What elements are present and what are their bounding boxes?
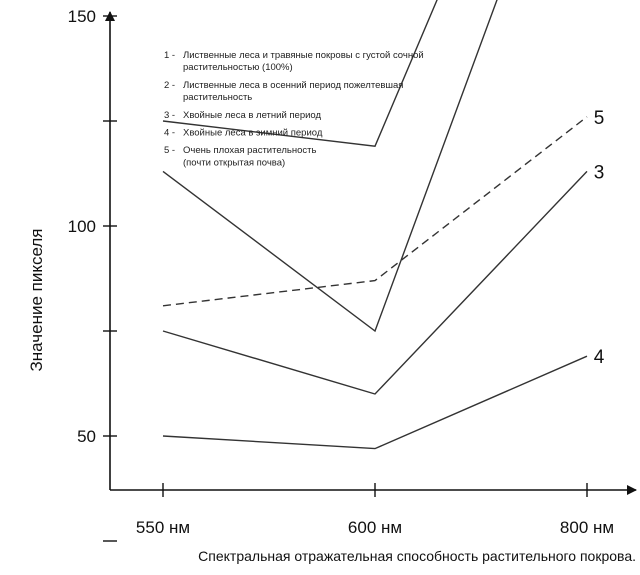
x-tick-label: 550 нм xyxy=(136,518,190,537)
legend-number-1: 1 - xyxy=(164,50,175,61)
x-tick-label: 600 нм xyxy=(348,518,402,537)
legend-number-3: 3 - xyxy=(164,110,175,121)
legend: 1 - Лиственные леса и травяные покровы с … xyxy=(164,50,424,168)
series-line-4 xyxy=(162,355,588,450)
legend-text-4: Хвойные леса в зимний период xyxy=(183,128,323,139)
x-tick-label: 800 нм xyxy=(560,518,614,537)
legend-text-5: (почти открытая почва) xyxy=(183,157,285,168)
series-line-5 xyxy=(162,116,588,307)
series-line-1 xyxy=(162,0,498,333)
series-label-5: 5 xyxy=(594,108,605,129)
y-tick-label: 50 xyxy=(77,427,96,446)
legend-text-1: растительностью (100%) xyxy=(183,62,293,73)
legend-number-4: 4 - xyxy=(164,128,175,139)
legend-number-5: 5 - xyxy=(164,145,175,156)
series-label-4: 4 xyxy=(594,347,605,368)
legend-text-2: растительность xyxy=(183,92,252,103)
series-line-2 xyxy=(162,0,438,147)
y-axis-label: Значение пикселя xyxy=(27,229,46,372)
chart-caption: Спектральная отражательная способность р… xyxy=(198,548,636,564)
y-tick-label: 150 xyxy=(68,7,96,26)
legend-text-5: Очень плохая растительность xyxy=(183,145,316,156)
y-tick-label: 100 xyxy=(68,217,96,236)
series-label-3: 3 xyxy=(594,162,605,183)
series-line-3 xyxy=(162,170,588,395)
legend-text-2: Лиственные леса в осенний период пожелте… xyxy=(183,80,403,91)
legend-text-3: Хвойные леса в летний период xyxy=(183,110,322,121)
series-group: 12345 xyxy=(162,0,605,450)
legend-text-1: Лиственные леса и травяные покровы с гус… xyxy=(183,50,424,61)
legend-number-2: 2 - xyxy=(164,80,175,91)
